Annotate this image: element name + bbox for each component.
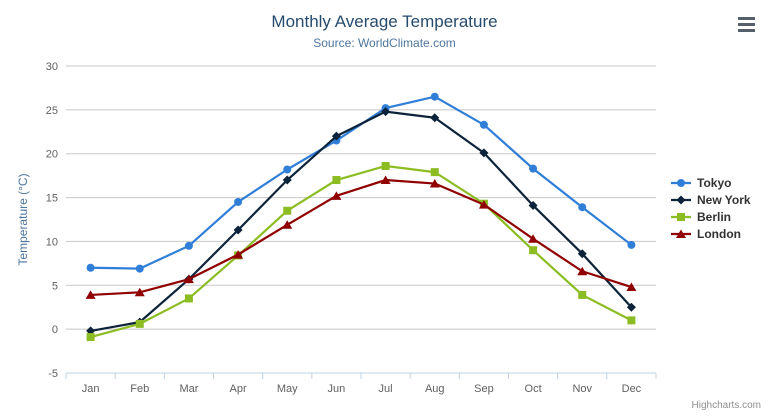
x-tick-label: Feb <box>130 383 149 395</box>
series-berlin-marker[interactable] <box>86 333 95 342</box>
y-tick-label: -5 <box>48 368 58 380</box>
x-tick-label: Apr <box>230 383 247 395</box>
y-tick-label: 25 <box>46 105 58 117</box>
credits-link[interactable]: Highcharts.com <box>691 400 761 411</box>
series-berlin-marker[interactable] <box>430 168 439 177</box>
legend-label: London <box>697 226 741 241</box>
series-london-marker[interactable] <box>528 234 539 243</box>
series-london-marker[interactable] <box>85 290 96 299</box>
x-tick-label: Jan <box>82 383 100 395</box>
series-london-marker[interactable] <box>429 179 440 188</box>
legend-item-london[interactable]: London <box>670 225 751 242</box>
chart-subtitle: Source: WorldClimate.com <box>313 36 456 50</box>
series-new-york-marker[interactable] <box>626 302 636 312</box>
y-tick-label: 15 <box>46 193 58 205</box>
series-london-marker[interactable] <box>134 287 145 297</box>
series-berlin-marker[interactable] <box>578 290 587 299</box>
legend-symbol-diamond-icon <box>671 195 691 204</box>
x-tick-label: Nov <box>572 383 592 395</box>
series-tokyo-marker[interactable] <box>135 264 144 273</box>
hamburger-bar <box>738 22 755 26</box>
series-new-york-marker[interactable] <box>430 113 440 123</box>
series-new-york-marker[interactable] <box>331 131 341 141</box>
x-tick-label: Oct <box>525 383 542 395</box>
series-london-marker[interactable] <box>183 274 194 284</box>
series-tokyo-marker[interactable] <box>627 240 636 249</box>
legend-symbol-square-icon <box>671 212 691 221</box>
x-tick-label: Jul <box>379 383 393 395</box>
series-london-marker[interactable] <box>380 175 391 185</box>
series-berlin-marker[interactable] <box>529 246 538 255</box>
series-london-marker[interactable] <box>577 266 588 276</box>
series-tokyo-marker[interactable] <box>234 197 243 206</box>
x-tick-label: Mar <box>179 383 198 395</box>
legend-label: New York <box>697 192 751 207</box>
series-new-york-marker[interactable] <box>282 175 292 185</box>
legend: Tokyo New York Berlin London <box>670 174 751 242</box>
series-tokyo-marker[interactable] <box>529 164 538 173</box>
series-new-york-marker[interactable] <box>528 200 538 210</box>
series-line-london[interactable] <box>89 178 633 297</box>
legend-symbol-circle-icon <box>671 178 691 187</box>
series-london-marker[interactable] <box>478 200 489 209</box>
series-london-marker[interactable] <box>626 282 637 292</box>
series-london-marker[interactable] <box>282 220 293 229</box>
series-london-marker[interactable] <box>331 191 342 200</box>
series-line-tokyo[interactable] <box>89 95 633 270</box>
legend-item-tokyo[interactable]: Tokyo <box>670 174 751 191</box>
series-berlin-marker[interactable] <box>283 206 292 215</box>
legend-label: Berlin <box>697 209 732 224</box>
hamburger-menu-icon[interactable] <box>735 13 759 35</box>
series-berlin-marker[interactable] <box>184 294 193 303</box>
series-line-new-york[interactable] <box>89 110 633 332</box>
x-tick-label: Aug <box>425 383 445 395</box>
y-tick-label: 0 <box>52 324 58 336</box>
series-berlin-marker[interactable] <box>627 316 636 325</box>
series-new-york-marker[interactable] <box>381 107 391 117</box>
series-line-berlin[interactable] <box>89 164 633 339</box>
series-tokyo-marker[interactable] <box>86 263 95 272</box>
series-new-york-marker[interactable] <box>479 148 489 158</box>
x-tick-label: Dec <box>622 383 642 395</box>
y-tick-label: 5 <box>52 280 58 292</box>
x-tick-label: Jun <box>328 383 346 395</box>
x-tick-label: Sep <box>474 383 494 395</box>
series-london-marker[interactable] <box>233 250 244 259</box>
series-berlin-marker[interactable] <box>135 319 144 328</box>
series-tokyo-marker[interactable] <box>283 165 292 174</box>
series-berlin-marker[interactable] <box>332 176 341 185</box>
series-new-york-marker[interactable] <box>233 225 243 235</box>
legend-label: Tokyo <box>697 175 732 190</box>
series-tokyo-marker[interactable] <box>430 92 439 101</box>
y-tick-label: 10 <box>46 236 58 248</box>
legend-item-new-york[interactable]: New York <box>670 191 751 208</box>
y-tick-label: 20 <box>46 149 58 161</box>
series-tokyo-marker[interactable] <box>479 120 488 129</box>
legend-symbol-triangle-icon <box>671 229 691 238</box>
series-berlin-marker[interactable] <box>381 161 390 170</box>
x-tick-label: May <box>277 383 298 395</box>
legend-item-berlin[interactable]: Berlin <box>670 208 751 225</box>
series-new-york-marker[interactable] <box>577 249 587 259</box>
y-tick-label: 30 <box>46 61 58 73</box>
hamburger-bar <box>738 28 755 32</box>
series-tokyo-marker[interactable] <box>184 241 193 250</box>
series-tokyo-marker[interactable] <box>578 203 587 212</box>
hamburger-bar <box>738 16 755 20</box>
y-axis-title: Temperature (°C) <box>16 173 30 265</box>
chart-title: Monthly Average Temperature <box>271 12 498 31</box>
